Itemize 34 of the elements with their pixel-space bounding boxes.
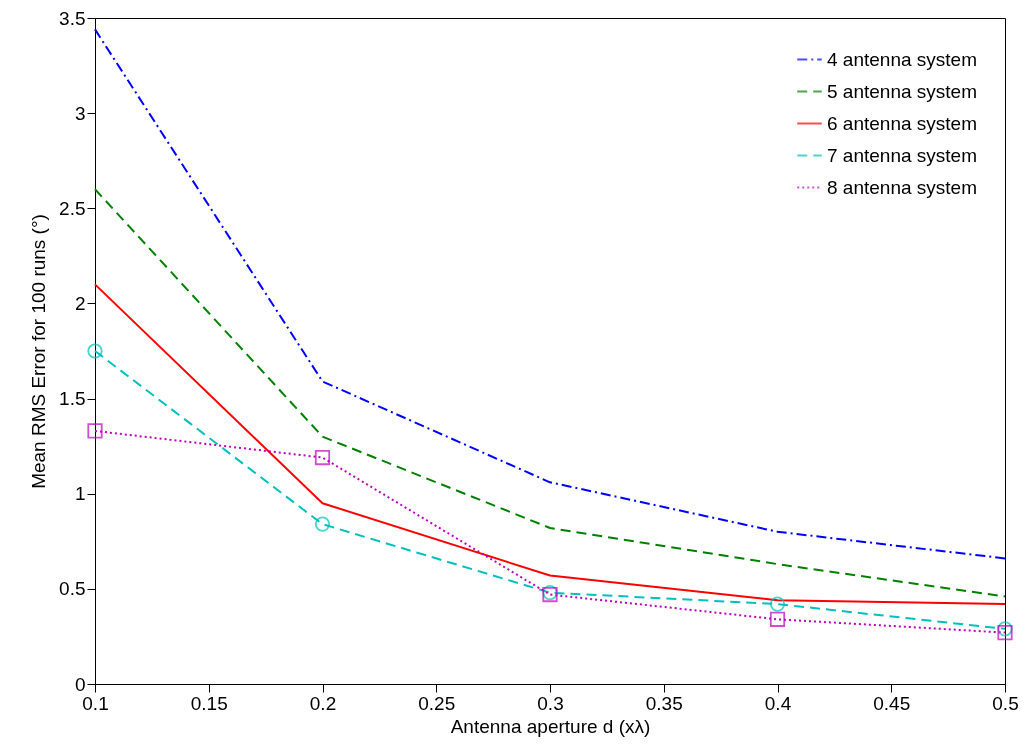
point	[87, 423, 103, 439]
line-series	[94, 28, 1006, 560]
x-tick-label: 0.45	[873, 692, 911, 714]
x-tick-label: 0.25	[418, 692, 456, 714]
x-tick-label: 0.2	[309, 692, 337, 714]
point	[997, 625, 1013, 641]
y-tick-label: 3.5	[59, 7, 86, 29]
point	[314, 516, 331, 532]
x-tick-label: 0.4	[764, 692, 792, 714]
line-series	[94, 283, 1006, 606]
x-axis-title: Antenna aperture d (xλ)	[450, 715, 651, 737]
point	[87, 343, 103, 359]
legend-label: 6 antenna system	[827, 112, 977, 134]
legend-label: 7 antenna system	[827, 144, 977, 166]
x-tick-label: 0.35	[645, 692, 683, 714]
point	[314, 449, 331, 466]
x-tick-label: 0.1	[82, 692, 109, 714]
legend-label: 8 antenna system	[827, 176, 977, 198]
point	[997, 621, 1013, 637]
y-tick-label: 2	[74, 292, 86, 314]
legend-label: 5 antenna system	[827, 80, 977, 102]
y-tick-label: 1	[74, 483, 86, 505]
point	[769, 611, 786, 627]
x-tick-label: 0.15	[190, 692, 228, 714]
y-axis-title: Mean RMS Error for 100 runs (°)	[28, 214, 50, 489]
legend-label: 4 antenna system	[827, 48, 977, 70]
x-tick-label: 0.3	[537, 692, 564, 714]
y-tick-label: 2.5	[59, 197, 86, 219]
y-tick-label: 3	[74, 102, 86, 124]
x-tick-label: 0.5	[992, 692, 1019, 714]
point	[769, 596, 786, 612]
y-tick-label: 0.5	[59, 578, 86, 600]
y-tick-label: 0	[74, 673, 86, 695]
y-tick-label: 1.5	[59, 388, 86, 410]
